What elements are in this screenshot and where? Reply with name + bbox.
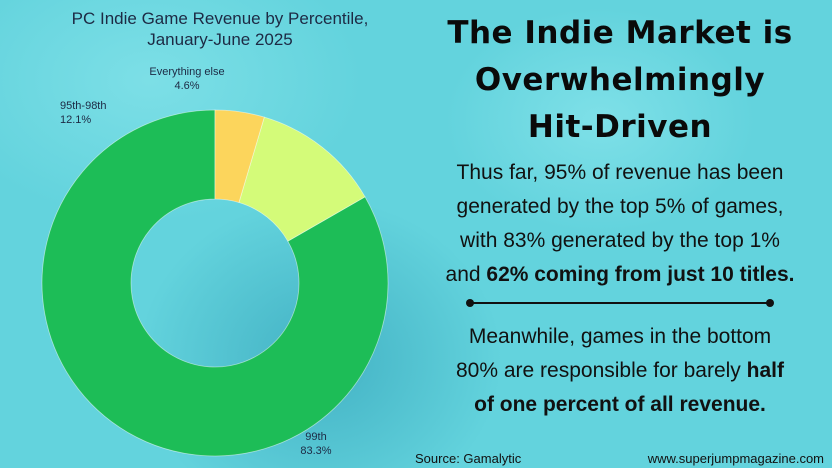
summary-line-4: and 62% coming from just 10 titles. xyxy=(415,258,825,292)
slice-99th xyxy=(41,109,389,457)
summary-line-4-plain: and xyxy=(445,263,487,286)
slice-everything-else xyxy=(214,109,265,203)
bottom-line-1: Meanwhile, games in the bottom xyxy=(468,325,772,348)
divider xyxy=(466,299,774,307)
summary-line-1: Thus far, 95% of revenue has been xyxy=(456,161,784,184)
slice-label: 99th xyxy=(305,431,326,443)
bottom-line-2-plain: 80% are responsible for barely xyxy=(455,359,747,382)
summary-line-2: generated by the top 5% of games, xyxy=(456,195,784,218)
bottom-line-2: 80% are responsible for barely half xyxy=(415,354,825,388)
summary-line-4-bold: 62% coming from just 10 titles. xyxy=(486,263,795,286)
slice-value-label: 4.6% xyxy=(174,80,199,92)
slice-value-label: 12.1% xyxy=(60,114,91,126)
bottom-line-2-bold: half xyxy=(746,359,784,382)
source-credit: Source: Gamalytic xyxy=(415,451,522,466)
headline-line-2: Overwhelmingly xyxy=(474,62,766,98)
slice-label: 95th-98th xyxy=(60,100,106,112)
slice-label: Everything else xyxy=(149,66,224,78)
headline-line-1: The Indie Market is xyxy=(447,15,793,51)
slice-value-label: 83.3% xyxy=(300,445,331,457)
bottom-line-3: of one percent of all revenue. xyxy=(415,388,825,422)
chart-title: PC Indie Game Revenue by Percentile, Jan… xyxy=(71,9,369,49)
headline: The Indie Market is Overwhelmingly Hit-D… xyxy=(415,10,825,151)
summary-line-3: with 83% generated by the top 1% xyxy=(460,229,780,252)
headline-line-3: Hit-Driven xyxy=(527,109,713,145)
bottom-paragraph: Meanwhile, games in the bottom 80% are r… xyxy=(415,320,825,422)
bottom-line-3-bold: of one percent of all revenue. xyxy=(474,393,766,416)
website-credit: www.superjumpmagazine.com xyxy=(647,451,824,466)
summary-paragraph: Thus far, 95% of revenue has been genera… xyxy=(415,156,825,292)
donut-chart: 99th 83.3% 95th-98th 12.1% Everything else 4.… xyxy=(41,66,389,457)
